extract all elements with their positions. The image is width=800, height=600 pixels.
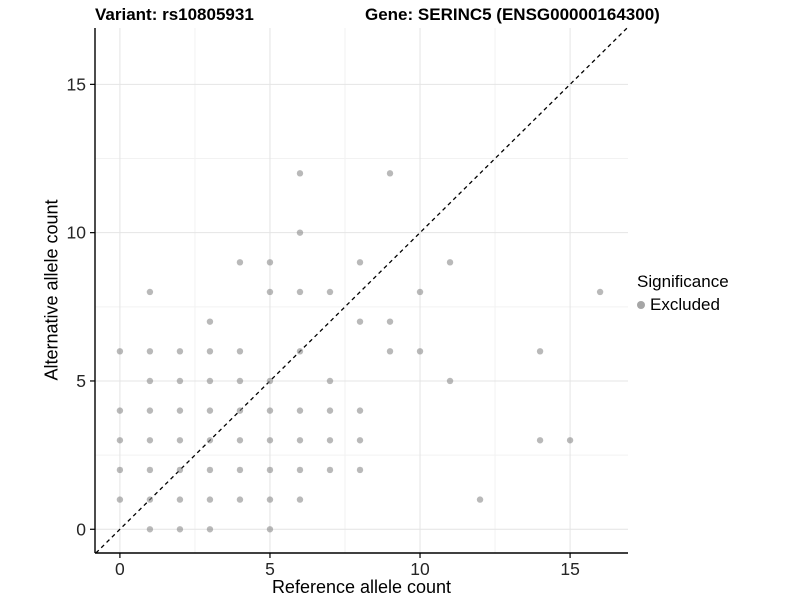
data-point bbox=[206, 526, 214, 533]
data-point bbox=[326, 377, 334, 385]
data-point bbox=[146, 437, 154, 444]
data-point bbox=[176, 407, 184, 414]
data-point bbox=[266, 407, 274, 414]
data-point bbox=[326, 407, 334, 414]
data-point bbox=[236, 259, 244, 266]
legend-item-excluded: Excluded bbox=[637, 295, 729, 315]
data-point bbox=[206, 466, 214, 474]
data-point bbox=[146, 526, 154, 533]
data-point bbox=[446, 377, 454, 385]
data-point bbox=[356, 318, 364, 325]
data-point bbox=[536, 348, 544, 355]
x-tick-label: 10 bbox=[410, 559, 430, 579]
data-point bbox=[266, 437, 274, 444]
data-point bbox=[296, 229, 304, 236]
data-point bbox=[236, 437, 244, 444]
data-point bbox=[236, 377, 244, 385]
data-point bbox=[116, 466, 124, 474]
data-point bbox=[566, 437, 574, 444]
legend-point-icon bbox=[637, 301, 645, 309]
data-point bbox=[386, 318, 394, 325]
data-point bbox=[176, 496, 184, 503]
data-point bbox=[116, 437, 124, 444]
data-point bbox=[446, 259, 454, 266]
data-point bbox=[356, 466, 364, 474]
data-point bbox=[206, 496, 214, 503]
data-point bbox=[266, 466, 274, 474]
data-point bbox=[146, 407, 154, 414]
data-point bbox=[176, 348, 184, 355]
data-point bbox=[236, 407, 244, 414]
data-point bbox=[146, 348, 154, 355]
data-point bbox=[596, 288, 604, 296]
data-point bbox=[116, 348, 124, 355]
data-point bbox=[356, 259, 364, 266]
data-point bbox=[326, 466, 334, 474]
data-point bbox=[266, 259, 274, 266]
data-point bbox=[236, 348, 244, 355]
legend: Significance Excluded bbox=[637, 272, 729, 315]
data-point bbox=[266, 526, 274, 533]
data-point bbox=[206, 318, 214, 325]
data-point bbox=[296, 288, 304, 296]
data-point bbox=[416, 288, 424, 296]
legend-title: Significance bbox=[637, 272, 729, 291]
x-tick-label: 0 bbox=[115, 559, 125, 579]
gene-title: Gene: SERINC5 (ENSG00000164300) bbox=[365, 5, 660, 24]
data-point bbox=[476, 496, 484, 503]
data-point bbox=[266, 496, 274, 503]
legend-item-label: Excluded bbox=[650, 295, 720, 314]
y-tick-label: 5 bbox=[76, 371, 86, 391]
y-tick-label: 15 bbox=[67, 74, 86, 94]
data-point bbox=[206, 377, 214, 385]
axis-tick-labels: 0 5 10 15 0 5 10 15 bbox=[67, 74, 580, 579]
y-axis-title: Alternative allele count bbox=[41, 199, 62, 381]
data-point bbox=[236, 466, 244, 474]
data-points bbox=[116, 170, 604, 533]
y-tick-label: 10 bbox=[67, 223, 87, 243]
x-axis-title: Reference allele count bbox=[271, 577, 452, 597]
data-point bbox=[296, 496, 304, 503]
data-point bbox=[326, 288, 334, 296]
data-point bbox=[296, 407, 304, 414]
x-tick-label: 5 bbox=[265, 559, 275, 579]
data-point bbox=[266, 377, 274, 385]
data-point bbox=[236, 496, 244, 503]
data-point bbox=[536, 437, 544, 444]
data-point bbox=[206, 407, 214, 414]
y-tick-label: 0 bbox=[76, 519, 86, 539]
identity-reference-line bbox=[95, 27, 628, 554]
data-point bbox=[296, 466, 304, 474]
grid-minor bbox=[95, 28, 628, 553]
variant-title: Variant: rs10805931 bbox=[95, 5, 254, 24]
data-point bbox=[116, 496, 124, 503]
data-point bbox=[116, 407, 124, 414]
data-point bbox=[146, 496, 154, 503]
data-point bbox=[356, 437, 364, 444]
data-point bbox=[206, 437, 214, 444]
data-point bbox=[416, 348, 424, 355]
data-point bbox=[356, 407, 364, 414]
axis-ticks bbox=[90, 83, 571, 558]
data-point bbox=[296, 348, 304, 355]
data-point bbox=[176, 526, 184, 533]
data-point bbox=[146, 288, 154, 296]
data-point bbox=[206, 348, 214, 355]
data-point bbox=[386, 170, 394, 177]
grid-major bbox=[95, 28, 628, 553]
data-point bbox=[326, 437, 334, 444]
data-point bbox=[176, 437, 184, 444]
data-point bbox=[386, 348, 394, 355]
data-point bbox=[146, 466, 154, 474]
data-point bbox=[266, 288, 274, 296]
x-tick-label: 15 bbox=[560, 559, 579, 579]
data-point bbox=[146, 377, 154, 385]
data-point bbox=[176, 466, 184, 474]
data-point bbox=[296, 437, 304, 444]
data-point bbox=[176, 377, 184, 385]
data-point bbox=[296, 170, 304, 177]
